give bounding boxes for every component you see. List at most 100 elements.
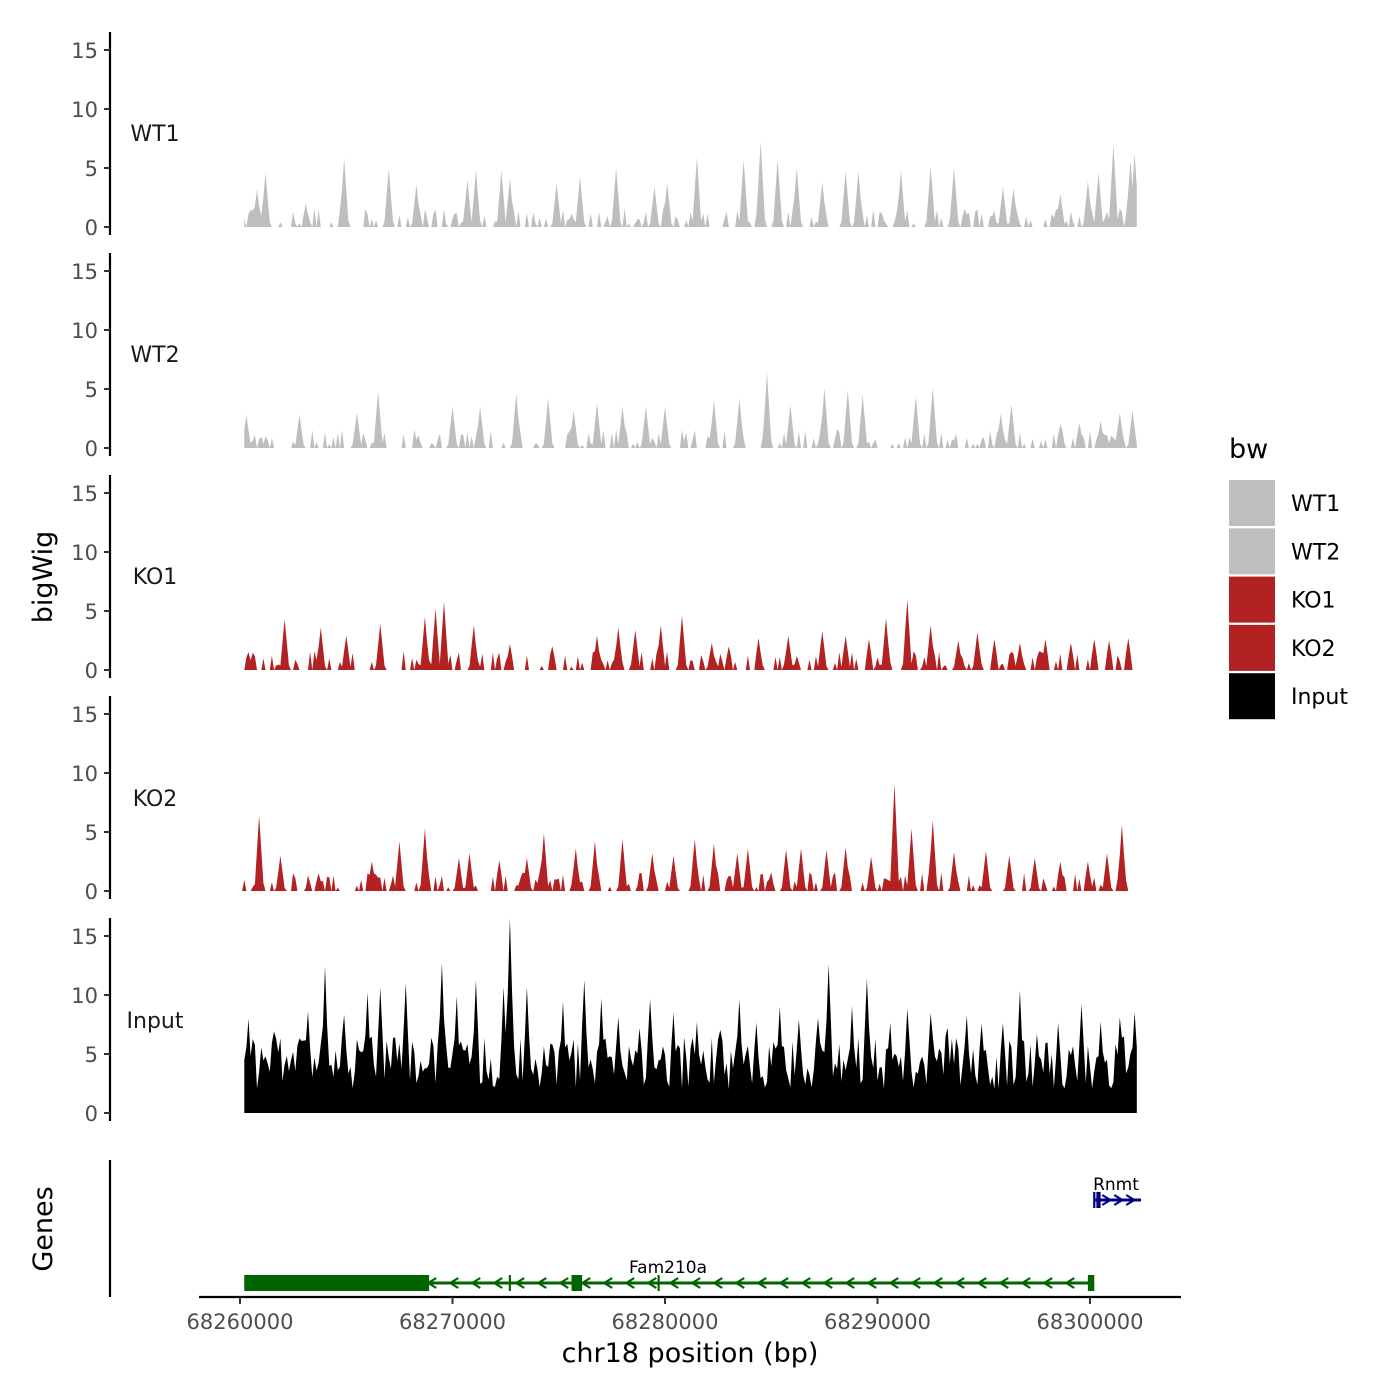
strand-chevron (932, 1277, 943, 1289)
strand-chevron (822, 1277, 833, 1289)
track-ko2: KO2 0 5 10 15 (71, 696, 1137, 904)
track-label-ko1: KO1 (133, 565, 178, 590)
gene-track: Genes Fam210a Rnmt 68260000 68270000 682800… (28, 1160, 1181, 1369)
x-tick-label: 68300000 (1037, 1310, 1144, 1334)
legend: bw WT1 WT2 KO1 KO2 Input (1229, 434, 1348, 720)
strand-chevron (734, 1277, 745, 1289)
legend-label: KO2 (1291, 637, 1336, 662)
x-tick-label: 68290000 (824, 1310, 931, 1334)
strand-chevron (1113, 1194, 1125, 1206)
x-tick-label: 68280000 (612, 1310, 719, 1334)
gene-exon (244, 1275, 430, 1291)
strand-chevron (756, 1277, 767, 1289)
strand-chevron (844, 1277, 855, 1289)
strand-chevron (580, 1277, 591, 1289)
strand-chevron (778, 1277, 789, 1289)
y-tick-label: 0 (85, 437, 98, 461)
y-tick-label: 15 (71, 703, 98, 727)
gene-exon (1096, 1192, 1101, 1208)
strand-chevron (954, 1277, 965, 1289)
legend-title: bw (1229, 434, 1268, 465)
y-tick-label: 15 (71, 482, 98, 506)
y-tick-label: 15 (71, 925, 98, 949)
x-axis-ticks: 68260000 68270000 68280000 68290000 68300000 (187, 1297, 1144, 1334)
legend-swatch (1229, 673, 1275, 720)
legend-swatch (1229, 528, 1275, 575)
y-tick-label: 10 (71, 984, 98, 1008)
strand-chevron (536, 1277, 547, 1289)
y-tick-label: 0 (85, 216, 98, 240)
y-tick-label: 10 (71, 541, 98, 565)
strand-chevron (646, 1277, 657, 1289)
y-tick-label: 15 (71, 39, 98, 63)
strand-chevron (514, 1277, 525, 1289)
legend-swatch (1229, 624, 1275, 671)
y-tick-label: 5 (85, 378, 98, 402)
gene-glyphs: Fam210a Rnmt (244, 1175, 1141, 1291)
gene-label-rnmt: Rnmt (1093, 1175, 1139, 1195)
y-tick-label: 0 (85, 1102, 98, 1126)
strand-chevron (998, 1277, 1009, 1289)
x-tick-label: 68260000 (187, 1310, 294, 1334)
strand-chevron (800, 1277, 811, 1289)
x-axis-title: chr18 position (bp) (562, 1338, 819, 1369)
legend-entries: WT1 WT2 KO1 KO2 Input (1229, 480, 1348, 720)
legend-entry-wt2: WT2 (1229, 528, 1340, 575)
legend-label: WT2 (1291, 540, 1340, 565)
strand-chevron (492, 1277, 503, 1289)
y-axis-title-bigwig: bigWig (28, 531, 59, 624)
y-axis-title-genes: Genes (28, 1186, 59, 1271)
legend-label: WT1 (1291, 492, 1340, 517)
track-label-wt1: WT1 (130, 122, 179, 147)
strand-chevron (668, 1277, 679, 1289)
legend-entry-ko2: KO2 (1229, 624, 1336, 671)
gene-fam210a: Fam210a (244, 1258, 1095, 1291)
track-label-ko2: KO2 (133, 787, 178, 812)
track-input: Input 0 5 10 15 (71, 917, 1137, 1126)
coverage-area-input (244, 917, 1137, 1113)
strand-chevron (1042, 1277, 1053, 1289)
y-tick-label: 5 (85, 157, 98, 181)
legend-label: KO1 (1291, 589, 1336, 614)
coverage-area-wt2 (244, 372, 1137, 448)
strand-chevron (866, 1277, 877, 1289)
gene-exon (571, 1275, 583, 1291)
strand-chevron (690, 1277, 701, 1289)
coverage-area-ko1 (244, 599, 1133, 670)
legend-swatch (1229, 576, 1275, 623)
legend-entry-wt1: WT1 (1229, 480, 1340, 526)
strand-chevron (888, 1277, 899, 1289)
y-tick-label: 5 (85, 1043, 98, 1067)
strand-chevron (448, 1277, 459, 1289)
strand-chevron (910, 1277, 921, 1289)
y-tick-label: 5 (85, 600, 98, 624)
strand-chevron (624, 1277, 635, 1289)
coverage-tracks: WT1 0 5 10 15 WT2 0 5 10 15 KO1 0 5 10 15 KO2 0 5 1… (71, 32, 1137, 1126)
strand-chevron (1125, 1194, 1137, 1206)
coverage-area-ko2 (242, 783, 1137, 891)
legend-entry-ko1: KO1 (1229, 576, 1336, 623)
strand-chevron (1101, 1194, 1113, 1206)
y-tick-label: 5 (85, 821, 98, 845)
y-tick-label: 10 (71, 762, 98, 786)
legend-swatch (1229, 480, 1275, 526)
gene-exon (1087, 1275, 1095, 1291)
strand-chevron (1064, 1277, 1075, 1289)
strand-chevron (976, 1277, 987, 1289)
y-tick-label: 15 (71, 260, 98, 284)
legend-entry-input: Input (1229, 673, 1348, 720)
gene-rnmt: Rnmt (1093, 1175, 1141, 1208)
track-wt2: WT2 0 5 10 15 (71, 253, 1137, 461)
y-tick-label: 0 (85, 880, 98, 904)
strand-chevron (558, 1277, 569, 1289)
track-label-input: Input (127, 1009, 184, 1034)
y-tick-label: 0 (85, 659, 98, 683)
track-label-wt2: WT2 (130, 343, 179, 368)
strand-chevron (712, 1277, 723, 1289)
track-ko1: KO1 0 5 10 15 (71, 475, 1133, 683)
gene-label-fam210a: Fam210a (629, 1258, 707, 1278)
y-tick-label: 10 (71, 98, 98, 122)
legend-label: Input (1291, 685, 1348, 710)
strand-chevron (1020, 1277, 1031, 1289)
